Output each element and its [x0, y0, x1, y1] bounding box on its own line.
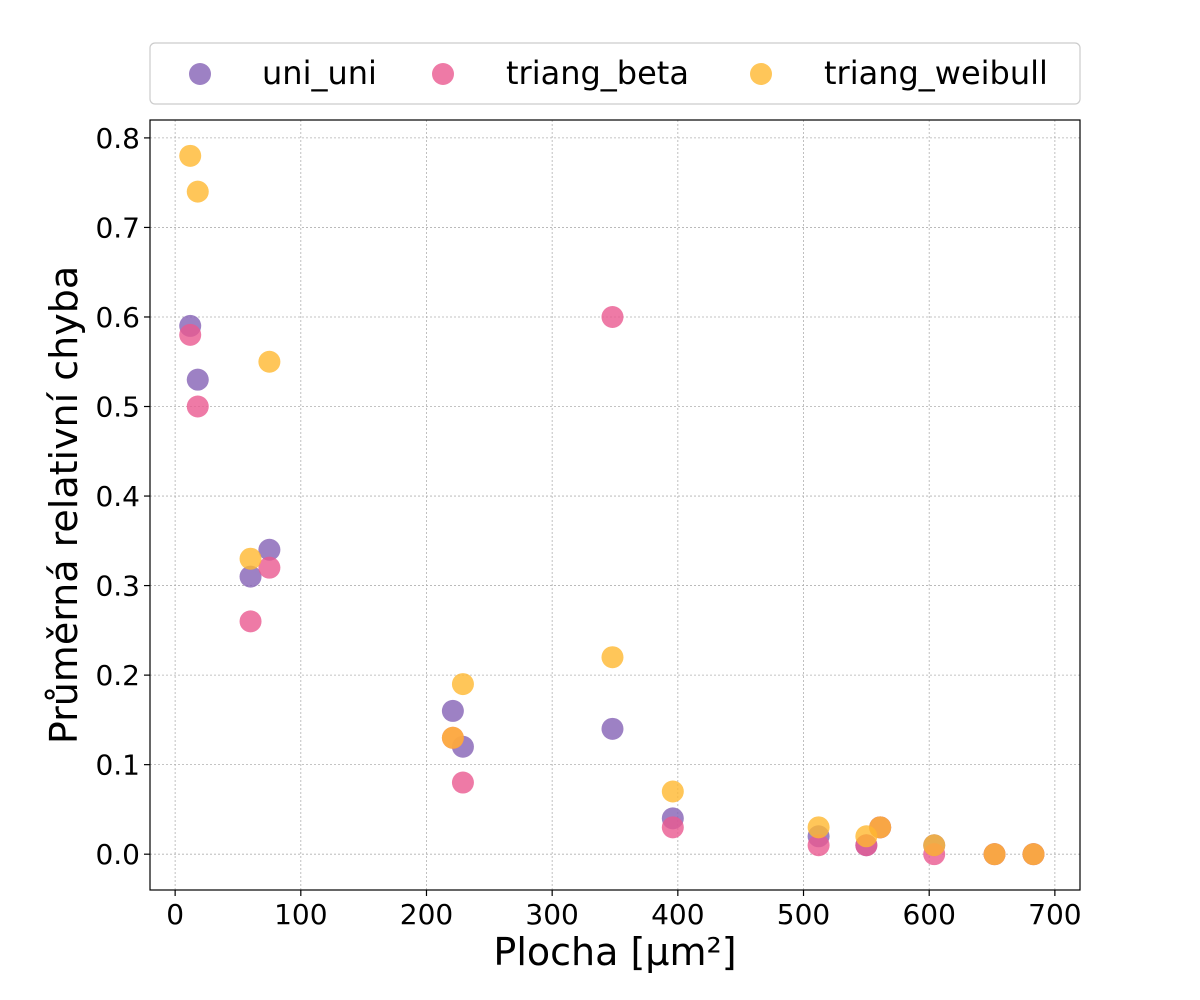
point-uni-uni	[258, 538, 281, 561]
y-tick-label: 0.4	[95, 480, 140, 513]
y-tick-label: 0.5	[95, 391, 140, 424]
point-triang-beta	[661, 816, 684, 839]
x-tick-label: 0	[166, 898, 184, 931]
point-triang-weibull	[983, 843, 1006, 866]
legend-marker-uni-uni	[189, 63, 211, 85]
x-tick-label: 200	[400, 898, 453, 931]
point-triang-beta	[179, 323, 202, 346]
grid-layer	[150, 120, 1080, 890]
x-tick-label: 300	[525, 898, 578, 931]
point-triang-weibull	[186, 180, 209, 203]
point-triang-weibull	[601, 646, 624, 669]
point-triang-weibull	[441, 726, 464, 749]
x-tick-label: 500	[777, 898, 830, 931]
y-tick-label: 0.0	[95, 838, 140, 871]
legend-label-triang-weibull: triang_weibull	[824, 54, 1048, 92]
legend-marker-triang-beta	[432, 63, 454, 85]
point-triang-beta	[258, 556, 281, 579]
point-triang-weibull	[179, 144, 202, 167]
legend-frame	[149, 42, 1081, 105]
point-triang-beta	[807, 834, 830, 857]
y-axis-title: Průměrná relativní chyba	[42, 266, 86, 744]
legend-label-uni-uni: uni_uni	[262, 54, 377, 92]
point-uni-uni	[601, 717, 624, 740]
point-triang-weibull	[807, 816, 830, 839]
y-tick-label: 0.1	[95, 749, 140, 782]
x-tick-label: 400	[651, 898, 704, 931]
point-triang-beta	[601, 305, 624, 328]
x-tick-label: 600	[902, 898, 955, 931]
y-tick-label: 0.6	[95, 301, 140, 334]
point-triang-weibull	[923, 834, 946, 857]
y-tick-label: 0.3	[95, 570, 140, 603]
point-uni-uni	[239, 565, 262, 588]
point-triang-weibull	[451, 673, 474, 696]
legend-marker-triang-weibull	[750, 63, 772, 85]
point-triang-weibull	[258, 350, 281, 373]
x-tick-label: 700	[1028, 898, 1081, 931]
tick-layer: 0 100 200 300 400 500 600 700 0.0 0.1 0.2 0.3 0.4 0.5…	[95, 122, 1081, 931]
point-triang-beta	[186, 395, 209, 418]
point-uni-uni	[441, 699, 464, 722]
point-triang-weibull	[869, 816, 892, 839]
y-tick-label: 0.8	[95, 122, 140, 155]
point-triang-weibull	[1022, 843, 1045, 866]
point-triang-beta	[239, 610, 262, 633]
legend: uni_uni triang_beta triang_weibull	[149, 42, 1081, 105]
plot-frame	[149, 119, 1081, 891]
x-tick-label: 100	[274, 898, 327, 931]
point-triang-beta	[451, 771, 474, 794]
point-triang-weibull	[661, 780, 684, 803]
x-axis-title: Plocha [µm²]	[493, 930, 736, 974]
y-tick-label: 0.7	[95, 211, 140, 244]
legend-label-triang-beta: triang_beta	[506, 54, 689, 92]
point-layer	[179, 144, 1045, 866]
y-tick-label: 0.2	[95, 659, 140, 692]
point-triang-weibull	[239, 547, 262, 570]
point-uni-uni	[186, 368, 209, 391]
